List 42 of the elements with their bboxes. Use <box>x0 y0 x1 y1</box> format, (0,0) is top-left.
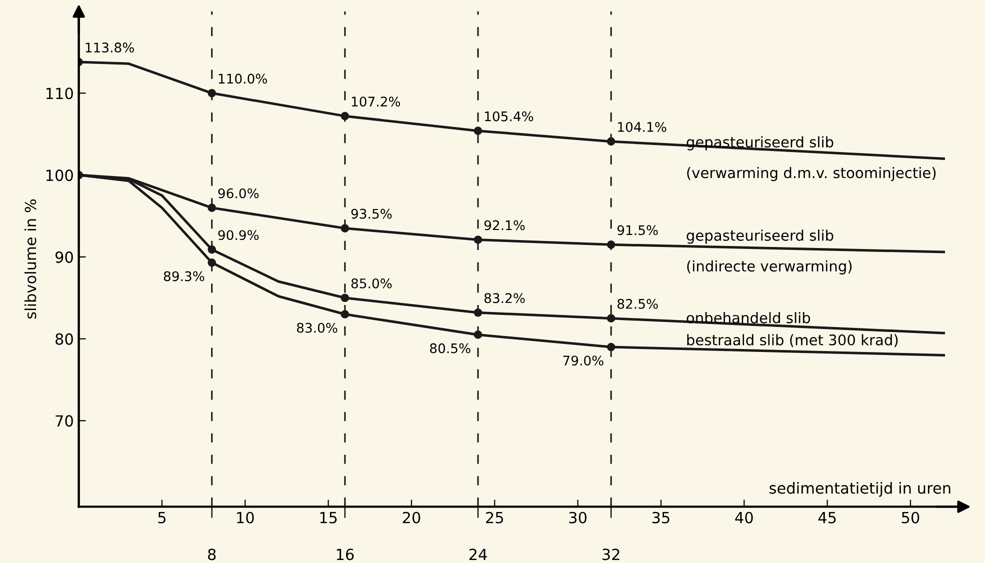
x-tick-label: 45 <box>818 512 836 524</box>
x-tick-label: 20 <box>402 512 420 524</box>
x-tick-label: 25 <box>486 512 504 524</box>
series-label: bestraald slib (met 300 krad) <box>687 334 898 348</box>
x-tick-label: 40 <box>735 512 753 524</box>
data-label: 83.2% <box>484 293 525 304</box>
data-label: 90.9% <box>218 230 259 240</box>
y-tick-label: 100 <box>46 170 73 182</box>
x-tick-label: 5 <box>158 512 166 524</box>
data-label: 92.1% <box>484 220 525 230</box>
data-label: 107.2% <box>352 96 400 107</box>
data-label: 96.0% <box>218 188 259 198</box>
x2-tick-label: 8 <box>208 548 216 560</box>
x2-tick-label: 32 <box>602 548 620 560</box>
data-label: 93.5% <box>351 208 392 219</box>
data-label: 83.0% <box>296 322 338 333</box>
x2-tick-label: 16 <box>336 548 354 560</box>
x-tick-label: 10 <box>237 512 254 524</box>
data-label: 91.5% <box>617 225 658 236</box>
y-tick-label: 110 <box>46 88 73 100</box>
x2-tick-label: 24 <box>469 548 487 560</box>
y-axis-title: slibvolume in % <box>24 199 36 319</box>
data-label: 105.4% <box>485 111 534 122</box>
series-label: gepasteuriseerd slib (indirecte verwarming) <box>686 230 852 274</box>
x-tick-label: 35 <box>652 512 670 524</box>
y-tick-label: 70 <box>56 415 73 427</box>
data-label: 113.8% <box>86 42 134 53</box>
x-tick-label: 15 <box>320 512 337 524</box>
data-label: 82.5% <box>618 298 658 309</box>
data-label: 110.0% <box>218 74 268 84</box>
x-tick-label: 30 <box>569 512 587 524</box>
data-label: 104.1% <box>618 122 666 132</box>
x-axis-title: sedimentatietijd in uren <box>770 482 950 497</box>
y-tick-label: 90 <box>55 251 73 263</box>
data-label: 80.5% <box>430 343 470 354</box>
data-label: 89.3% <box>164 271 204 282</box>
y-tick-label: 80 <box>56 333 73 345</box>
data-label: 85.0% <box>351 278 392 288</box>
series-label: gepasteuriseerd slib (verwarming d.m.v. stoominjectie) <box>686 136 936 182</box>
x-tick-label: 50 <box>902 512 920 524</box>
data-label: 79.0% <box>563 356 604 366</box>
series-label: onbehandeld slib <box>686 312 810 324</box>
